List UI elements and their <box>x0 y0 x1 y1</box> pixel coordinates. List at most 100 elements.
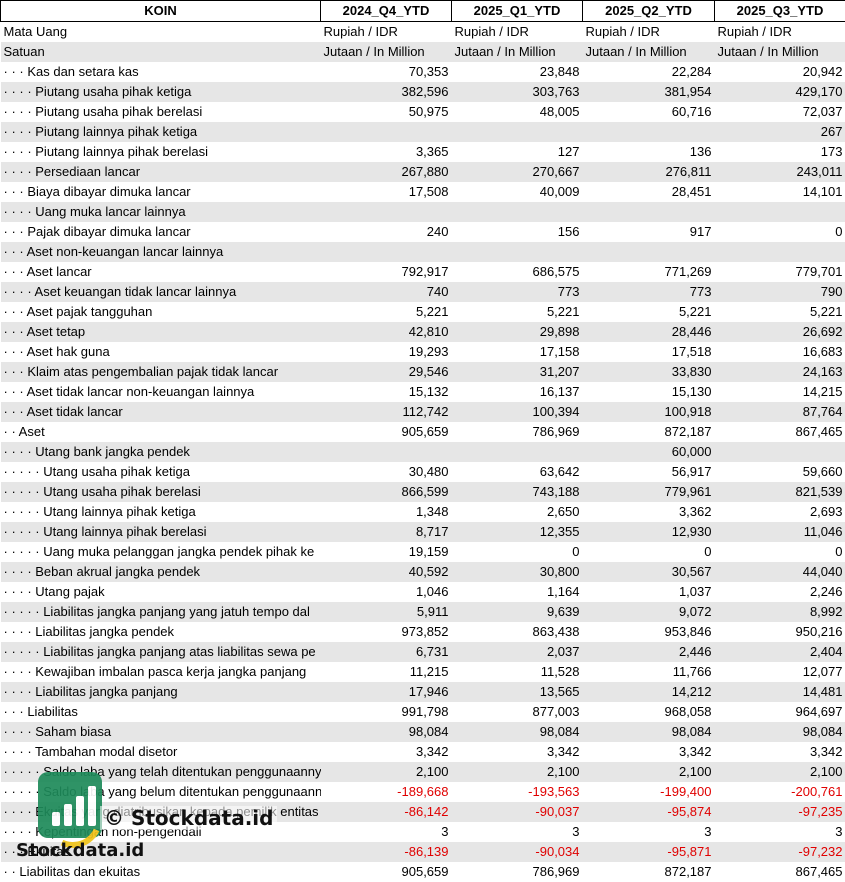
cell-value: 100,394 <box>452 402 583 422</box>
cell-value <box>583 122 715 142</box>
cell-value: 964,697 <box>715 702 845 722</box>
row-label: · · · · · Liabilitas jangka panjang atas… <box>1 642 321 662</box>
row-label: · · Aset <box>1 422 321 442</box>
row-label: · · · · Kepentingan non-pengendali <box>1 822 321 842</box>
cell-value: 17,946 <box>321 682 452 702</box>
cell-value: 112,742 <box>321 402 452 422</box>
row-label: · · · · Piutang lainnya pihak ketiga <box>1 122 321 142</box>
cell-value: 100,918 <box>583 402 715 422</box>
cell-value: 3 <box>583 822 715 842</box>
cell-value: 127 <box>452 142 583 162</box>
cell-value: 2,404 <box>715 642 845 662</box>
row-label: · · · · Piutang usaha pihak ketiga <box>1 82 321 102</box>
cell-value: 5,221 <box>321 302 452 322</box>
cell-value: 3,362 <box>583 502 715 522</box>
cell-value: 3 <box>452 822 583 842</box>
cell-value: 2,037 <box>452 642 583 662</box>
table-row: · · · · · Uang muka pelanggan jangka pen… <box>1 542 845 562</box>
cell-value: 950,216 <box>715 622 845 642</box>
cell-value: 16,683 <box>715 342 845 362</box>
cell-value: 872,187 <box>583 862 715 882</box>
row-label: · · Liabilitas dan ekuitas <box>1 862 321 882</box>
cell-value: 12,355 <box>452 522 583 542</box>
cell-value: 779,701 <box>715 262 845 282</box>
cell-value: 17,508 <box>321 182 452 202</box>
cell-value: 19,159 <box>321 542 452 562</box>
cell-value: 17,158 <box>452 342 583 362</box>
table-row: · · · Aset tidak lancar non-keuangan lai… <box>1 382 845 402</box>
cell-value: 243,011 <box>715 162 845 182</box>
cell-value: -86,142 <box>321 802 452 822</box>
row-label: · · · Aset tetap <box>1 322 321 342</box>
cell-value: 3,342 <box>715 742 845 762</box>
cell-value: 267,880 <box>321 162 452 182</box>
cell-value: 14,212 <box>583 682 715 702</box>
cell-value: 917 <box>583 222 715 242</box>
row-label: · · · · Ekuitas yang diatribusikan kepad… <box>1 802 321 822</box>
cell-value: 1,046 <box>321 582 452 602</box>
cell-value: 786,969 <box>452 422 583 442</box>
table-row: · · · · Uang muka lancar lainnya <box>1 202 845 222</box>
cell-value: 28,446 <box>583 322 715 342</box>
cell-value: 136 <box>583 142 715 162</box>
row-label: · · · · · Utang usaha pihak ketiga <box>1 462 321 482</box>
cell-value: 40,009 <box>452 182 583 202</box>
cell-value <box>452 242 583 262</box>
cell-value: 60,000 <box>583 442 715 462</box>
cell-value: 3,342 <box>583 742 715 762</box>
row-label: · · · Klaim atas pengembalian pajak tida… <box>1 362 321 382</box>
cell-value: 63,642 <box>452 462 583 482</box>
cell-value: 59,660 <box>715 462 845 482</box>
cell-value: 30,800 <box>452 562 583 582</box>
header-ticker[interactable]: KOIN <box>1 1 321 22</box>
cell-value: 2,100 <box>452 762 583 782</box>
row-label: · · · Aset tidak lancar non-keuangan lai… <box>1 382 321 402</box>
cell-value: 30,567 <box>583 562 715 582</box>
header-row: KOIN 2024_Q4_YTD 2025_Q1_YTD 2025_Q2_YTD… <box>1 1 845 22</box>
cell-value <box>321 202 452 222</box>
cell-value: Jutaan / In Million <box>583 42 715 62</box>
row-label: · · · Aset hak guna <box>1 342 321 362</box>
row-label: · · · · Aset keuangan tidak lancar lainn… <box>1 282 321 302</box>
header-period-4[interactable]: 2025_Q3_YTD <box>715 1 845 22</box>
cell-value: 30,480 <box>321 462 452 482</box>
table-row: · · · · · Saldo laba yang telah ditentuk… <box>1 762 845 782</box>
cell-value: 3 <box>715 822 845 842</box>
cell-value: 16,137 <box>452 382 583 402</box>
header-period-1[interactable]: 2024_Q4_YTD <box>321 1 452 22</box>
table-row: · · · · · Liabilitas jangka panjang atas… <box>1 642 845 662</box>
cell-value: 56,917 <box>583 462 715 482</box>
cell-value: 70,353 <box>321 62 452 82</box>
cell-value: 15,132 <box>321 382 452 402</box>
cell-value: 11,215 <box>321 662 452 682</box>
cell-value: 382,596 <box>321 82 452 102</box>
cell-value: 1,164 <box>452 582 583 602</box>
header-period-3[interactable]: 2025_Q2_YTD <box>583 1 715 22</box>
cell-value <box>583 202 715 222</box>
cell-value: 17,518 <box>583 342 715 362</box>
cell-value: 0 <box>583 542 715 562</box>
table-row: · · · · · Liabilitas jangka panjang yang… <box>1 602 845 622</box>
cell-value: 381,954 <box>583 82 715 102</box>
cell-value: 6,731 <box>321 642 452 662</box>
cell-value: Rupiah / IDR <box>715 22 845 43</box>
cell-value: 1,037 <box>583 582 715 602</box>
cell-value: 14,101 <box>715 182 845 202</box>
header-period-2[interactable]: 2025_Q1_YTD <box>452 1 583 22</box>
cell-value: 968,058 <box>583 702 715 722</box>
cell-value <box>452 122 583 142</box>
